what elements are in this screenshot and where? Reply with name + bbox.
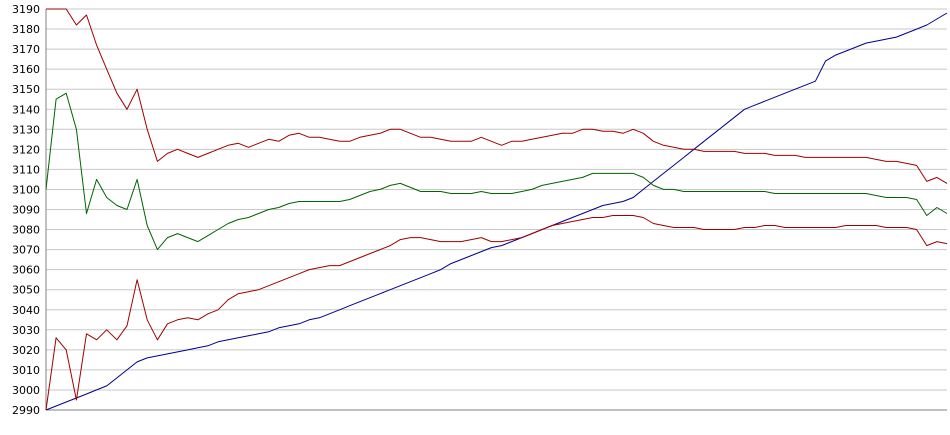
y-tick-label-18: 3170 xyxy=(12,43,40,56)
series-line-0 xyxy=(45,12,948,411)
y-tick-label-16: 3150 xyxy=(12,83,40,96)
y-tick-label-0: 2990 xyxy=(12,404,40,417)
y-tick-label-10: 3090 xyxy=(12,204,40,217)
y-tick-label-2: 3010 xyxy=(12,364,40,377)
y-tick-label-9: 3080 xyxy=(12,224,40,237)
series-line-3 xyxy=(45,215,948,411)
horizontal-gridlines xyxy=(46,8,947,411)
y-tick-label-5: 3040 xyxy=(12,304,40,317)
series-line-1 xyxy=(46,8,948,184)
series-lines xyxy=(45,8,948,411)
y-tick-label-13: 3120 xyxy=(12,143,40,156)
y-tick-label-20: 3190 xyxy=(12,3,40,16)
y-tick-label-19: 3180 xyxy=(12,23,40,36)
series-line-2 xyxy=(45,92,948,251)
y-tick-label-1: 3000 xyxy=(12,384,40,397)
y-tick-label-15: 3140 xyxy=(12,103,40,116)
y-tick-label-7: 3060 xyxy=(12,264,40,277)
y-tick-label-6: 3050 xyxy=(12,284,40,297)
y-tick-label-12: 3110 xyxy=(12,163,40,176)
y-tick-label-11: 3100 xyxy=(12,183,40,196)
y-tick-label-8: 3070 xyxy=(12,244,40,257)
y-tick-labels: 2990 3000 3010 3020 3030 3040 3050 3060 3070 3080… xyxy=(12,3,40,417)
y-tick-label-14: 3130 xyxy=(12,123,40,136)
y-tick-label-17: 3160 xyxy=(12,63,40,76)
y-tick-label-3: 3020 xyxy=(12,344,40,357)
y-tick-label-4: 3030 xyxy=(12,324,40,337)
